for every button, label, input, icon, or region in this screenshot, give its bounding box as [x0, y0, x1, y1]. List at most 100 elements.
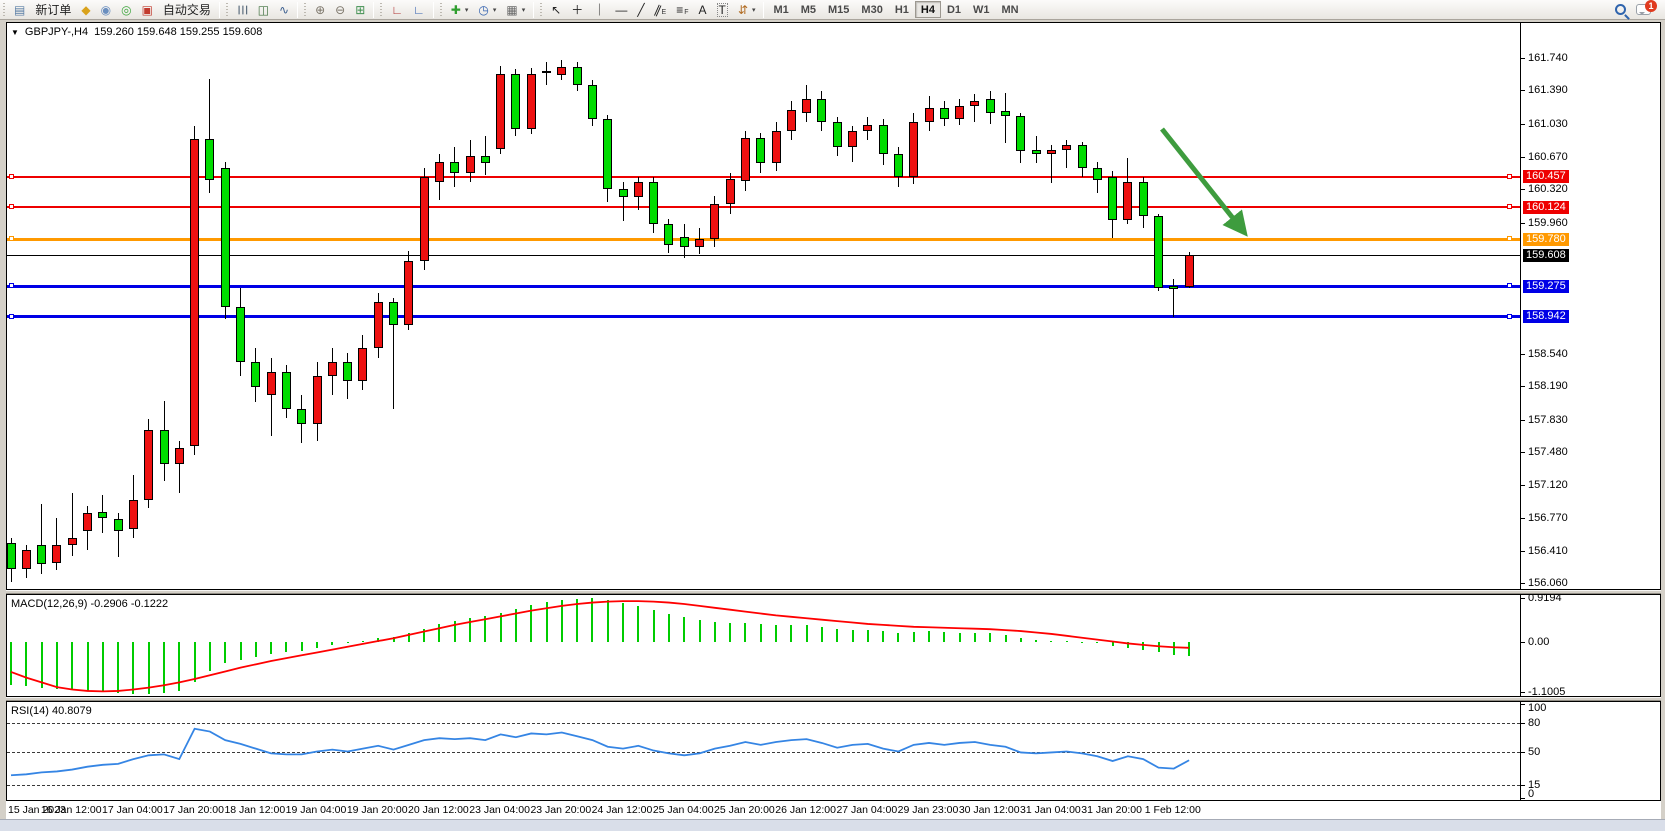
level-line-handle[interactable]	[1507, 173, 1512, 179]
timeframe-button-m15[interactable]: M15	[828, 3, 850, 16]
candlestick-chart-icon[interactable]: ◫	[253, 1, 274, 19]
arrows-shapes-icon[interactable]: ⇵ ▾	[733, 1, 761, 19]
candle	[756, 137, 766, 164]
candle	[1062, 144, 1072, 150]
mql-community-icon[interactable]: ◆	[76, 1, 95, 19]
toolbar-grip[interactable]	[2, 2, 7, 17]
level-line-handle[interactable]	[9, 236, 14, 242]
candle	[542, 70, 551, 73]
chart-plot[interactable]	[7, 23, 1660, 589]
level-line-handle[interactable]	[1507, 283, 1512, 288]
candle	[190, 139, 200, 446]
level-line-160.124[interactable]	[7, 206, 1520, 209]
candle	[786, 109, 796, 132]
level-line-160.457[interactable]	[7, 175, 1520, 178]
search-icon[interactable]	[1615, 4, 1630, 20]
timeframe-button-m30[interactable]: M30	[861, 3, 883, 16]
timeframe-button-h4[interactable]: H4	[914, 1, 941, 18]
level-line-159.608[interactable]	[7, 254, 1520, 256]
candle-wick	[974, 94, 976, 122]
period-clock-icon[interactable]: ◷ ▾	[473, 1, 501, 19]
fibonacci-icon[interactable]: ≡ F	[676, 2, 689, 17]
level-line-158.942[interactable]	[7, 315, 1520, 319]
pane-splitter[interactable]	[6, 697, 1661, 701]
add-indicator-icon[interactable]: ✚ ▾	[446, 1, 474, 19]
notification-badge: 1	[1645, 0, 1657, 12]
level-line-handle[interactable]	[1507, 313, 1512, 319]
candle	[52, 545, 62, 564]
pane-splitter[interactable]	[6, 590, 1661, 594]
macd-histogram-bar	[25, 642, 28, 687]
macd-plot	[7, 595, 1660, 696]
text-label-icon[interactable]: T	[712, 1, 733, 19]
level-line-handle[interactable]	[1507, 204, 1512, 210]
candle	[587, 84, 597, 120]
dropdown-arrow-icon[interactable]: ▾	[751, 6, 756, 14]
profile-icon[interactable]: ◉	[96, 1, 116, 19]
new-order-button[interactable]: 新订单	[35, 3, 72, 17]
level-line-handle[interactable]	[9, 204, 14, 210]
candle	[450, 161, 460, 173]
timeframe-button-w1[interactable]: W1	[973, 3, 990, 16]
zoom-in-icon[interactable]: ⊕	[310, 1, 330, 19]
macd-pane[interactable]: MACD(12,26,9) -0.2906 -0.1222 0.9194 0.00…	[6, 594, 1661, 697]
signals-icon[interactable]: ◎	[116, 1, 136, 19]
candle	[832, 121, 842, 147]
dropdown-arrow-icon[interactable]: ▾	[492, 6, 497, 14]
toolbar-grip[interactable]	[224, 2, 230, 17]
equidistant-channel-icon[interactable]: ∥ E	[651, 1, 667, 18]
toolbar-grip[interactable]	[539, 2, 545, 17]
price-chart-pane[interactable]: ▼ GBPJPY-,H4 159.260 159.648 159.255 159…	[6, 22, 1661, 590]
macd-histogram-bar	[958, 632, 961, 642]
down-arrow-annotation[interactable]	[1152, 123, 1262, 243]
toolbar-grip[interactable]	[303, 2, 309, 17]
timeframe-button-mn[interactable]: MN	[1001, 3, 1019, 16]
candle	[1108, 177, 1118, 220]
status-strip	[0, 819, 1665, 831]
autotrade-button[interactable]: 自动交易	[162, 3, 211, 17]
timeframe-button-h1[interactable]: H1	[894, 3, 909, 16]
template-icon[interactable]: ▦ ▾	[501, 1, 530, 19]
level-line-handle[interactable]	[9, 283, 14, 288]
collapse-triangle-icon[interactable]: ▼	[11, 27, 19, 37]
macd-histogram-bar	[132, 642, 135, 694]
candle	[7, 542, 16, 569]
dropdown-arrow-icon[interactable]: ▾	[521, 6, 526, 14]
candle	[664, 223, 674, 245]
macd-histogram-bar	[193, 642, 196, 683]
zoom-out-icon[interactable]: ⊖	[330, 1, 350, 19]
timeframe-button-d1[interactable]: D1	[946, 3, 962, 16]
dropdown-arrow-icon[interactable]: ▾	[464, 6, 469, 14]
profile-icon: ◉	[100, 2, 112, 17]
chart-shift-icon[interactable]: ∟	[408, 1, 430, 19]
toolbar-grip[interactable]	[438, 2, 444, 17]
rsi-pane[interactable]: RSI(14) 40.8079 100 80 50 15 0	[6, 701, 1661, 801]
level-line-handle[interactable]	[1507, 236, 1512, 242]
time-axis-label: 23 Jan 04:00	[469, 804, 530, 816]
timeframe-button-m5[interactable]: M5	[800, 3, 817, 16]
notifications-icon[interactable]: 1	[1636, 0, 1657, 15]
time-axis[interactable]: 15 Jan 2023 16 Jan 12:00 17 Jan 04:00 17 Ja…	[6, 801, 1661, 819]
trendline-icon[interactable]: ╱	[632, 1, 649, 19]
level-line-handle[interactable]	[9, 173, 14, 179]
crosshair-icon[interactable]: ＋	[566, 1, 588, 19]
macd-histogram-bar	[300, 642, 303, 651]
auto-scroll-icon[interactable]: ∟	[386, 1, 408, 19]
level-line-handle[interactable]	[9, 313, 14, 319]
window-menu-icon[interactable]: ▤	[9, 1, 30, 19]
candle	[572, 67, 582, 85]
level-line-159.780[interactable]	[7, 237, 1520, 241]
timeframe-button-m1[interactable]: M1	[773, 3, 789, 16]
toolbar-grip[interactable]	[379, 2, 385, 17]
tile-windows-icon[interactable]: ⊞	[350, 1, 370, 19]
bar-chart-icon[interactable]: ☰	[232, 1, 253, 19]
tile-windows-icon: ⊞	[355, 2, 366, 17]
line-chart-icon[interactable]: ∿	[274, 1, 294, 19]
vertical-line-icon[interactable]: ｜	[588, 1, 610, 19]
horizontal-line-icon[interactable]: —	[610, 1, 632, 19]
candle	[1001, 110, 1010, 117]
level-line-159.275[interactable]	[7, 284, 1520, 288]
cursor-icon[interactable]: ↖	[546, 1, 566, 19]
text-icon[interactable]: A	[694, 1, 712, 19]
autotrade-icon[interactable]: ▣	[137, 1, 158, 19]
